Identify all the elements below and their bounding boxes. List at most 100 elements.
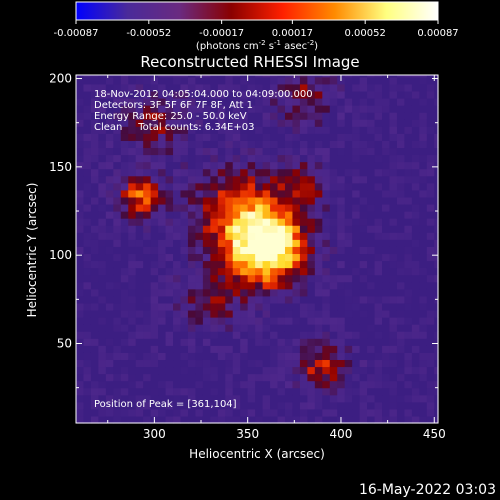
- heatmap-cell: [202, 196, 211, 205]
- heatmap-cell: [396, 338, 406, 346]
- heatmap-cell: [292, 373, 301, 382]
- heatmap-cell: [299, 253, 308, 262]
- heatmap-cell: [359, 302, 368, 311]
- heatmap-cell: [143, 260, 152, 269]
- heatmap-cell: [217, 267, 226, 276]
- heatmap-cell: [307, 387, 316, 396]
- heatmap-cell: [187, 203, 197, 212]
- heatmap-cell: [150, 302, 159, 311]
- annotation-time-range: 18-Nov-2012 04:05:04.000 to 04:09:00.000: [94, 89, 313, 100]
- heatmap-cell: [225, 126, 234, 134]
- heatmap-cell: [202, 168, 211, 177]
- heatmap-cell: [90, 105, 99, 113]
- heatmap-cell: [404, 295, 413, 304]
- heatmap-cell: [255, 83, 264, 92]
- heatmap-cell: [277, 295, 286, 304]
- heatmap-cell: [299, 338, 308, 346]
- heatmap-cell: [299, 288, 308, 297]
- colorbar-tick-label: -0.00087: [54, 28, 99, 39]
- heatmap-cell: [359, 211, 368, 219]
- heatmap-cell: [262, 309, 271, 318]
- heatmap-cell: [98, 394, 107, 403]
- heatmap-cell: [382, 302, 391, 311]
- heatmap-cell: [262, 415, 271, 424]
- heatmap-cell: [202, 309, 211, 318]
- heatmap-cell: [120, 239, 129, 247]
- heatmap-cell: [225, 90, 234, 99]
- heatmap-cell: [434, 239, 439, 247]
- heatmap-cell: [150, 380, 159, 389]
- heatmap-cell: [284, 239, 294, 247]
- heatmap-cell: [382, 133, 391, 141]
- heatmap-cell: [135, 105, 144, 113]
- heatmap-cell: [314, 189, 323, 198]
- heatmap-cell: [195, 401, 204, 410]
- heatmap-cell: [120, 76, 129, 85]
- heatmap-cell: [187, 225, 197, 233]
- heatmap-cell: [359, 225, 368, 233]
- heatmap-cell: [165, 126, 174, 134]
- heatmap-cell: [113, 112, 122, 120]
- heatmap-cell: [337, 331, 346, 339]
- heatmap-cell: [217, 83, 226, 92]
- heatmap-cell: [359, 75, 368, 78]
- heatmap-cell: [143, 147, 152, 156]
- heatmap-cell: [359, 90, 368, 99]
- heatmap-cell: [232, 203, 241, 212]
- heatmap-cell: [98, 225, 107, 233]
- heatmap-cell: [270, 232, 279, 240]
- heatmap-cell: [247, 105, 256, 113]
- heatmap-cell: [150, 189, 159, 198]
- heatmap-cell: [352, 105, 361, 113]
- heatmap-cell: [277, 133, 286, 141]
- heatmap-cell: [284, 408, 294, 417]
- heatmap-cell: [284, 253, 294, 262]
- heatmap-cell: [389, 182, 398, 191]
- heatmap-cell: [344, 394, 353, 403]
- heatmap-cell: [426, 366, 435, 375]
- heatmap-cell: [150, 211, 159, 219]
- heatmap-cell: [434, 366, 439, 375]
- heatmap-cell: [396, 119, 406, 127]
- heatmap-cell: [396, 394, 406, 403]
- heatmap-cell: [322, 105, 331, 113]
- heatmap-cell: [180, 324, 189, 332]
- heatmap-cell: [90, 324, 99, 332]
- heatmap-cell: [374, 260, 383, 269]
- heatmap-cell: [210, 147, 219, 156]
- heatmap-cell: [202, 182, 211, 191]
- heatmap-cell: [210, 140, 219, 149]
- heatmap-cell: [344, 253, 353, 262]
- heatmap-cell: [314, 302, 323, 311]
- heatmap-cell: [120, 345, 129, 353]
- heatmap-cell: [374, 345, 383, 353]
- heatmap-cell: [314, 196, 323, 205]
- heatmap-cell: [135, 267, 144, 276]
- heatmap-cell: [329, 189, 338, 198]
- heatmap-cell: [344, 119, 353, 127]
- heatmap-cell: [389, 211, 398, 219]
- heatmap-cell: [322, 203, 331, 212]
- heatmap-cell: [411, 140, 420, 149]
- heatmap-cell: [202, 189, 211, 198]
- heatmap-cell: [158, 154, 167, 163]
- heatmap-cell: [128, 302, 137, 311]
- heatmap-cell: [374, 317, 383, 325]
- heatmap-cell: [202, 394, 211, 403]
- heatmap-cell: [113, 274, 122, 283]
- heatmap-cell: [120, 218, 129, 226]
- heatmap-cell: [165, 175, 174, 184]
- heatmap-cell: [292, 352, 301, 361]
- heatmap-cell: [105, 225, 114, 233]
- heatmap-cell: [382, 112, 391, 120]
- heatmap-cell: [180, 338, 189, 346]
- heatmap-cell: [352, 168, 361, 177]
- heatmap-cell: [314, 182, 323, 191]
- heatmap-cell: [292, 394, 301, 403]
- heatmap-cell: [83, 175, 92, 184]
- heatmap-cell: [277, 408, 286, 417]
- heatmap-cell: [419, 380, 428, 389]
- heatmap-cell: [329, 76, 338, 85]
- heatmap-cell: [262, 168, 271, 177]
